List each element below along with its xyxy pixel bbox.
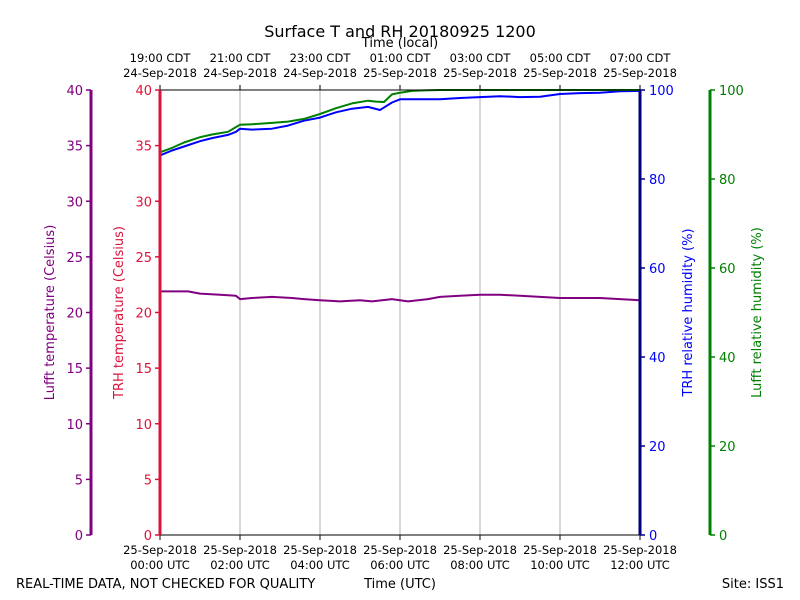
x-tick-label-bottom-time: 04:00 UTC: [290, 558, 350, 572]
y-tick-label-lufft_temp: 15: [66, 362, 83, 377]
x-tick-label-bottom-time: 08:00 UTC: [450, 558, 510, 572]
y-tick-label-trh_rh: 40: [649, 351, 666, 366]
y-tick-label-lufft_rh: 40: [719, 351, 736, 366]
x-tick-label-top-date: 24-Sep-2018: [123, 66, 197, 80]
footer-site-label: Site: ISS1: [722, 577, 784, 592]
y-axis-title-trh_rh: TRH relative humidity (%): [681, 228, 696, 397]
y-tick-label-lufft_rh: 100: [719, 84, 744, 99]
top-axis-label: Time (local): [361, 36, 438, 51]
x-tick-label-top-date: 25-Sep-2018: [443, 66, 517, 80]
y-tick-label-lufft_rh: 60: [719, 262, 736, 277]
x-tick-label-bottom-date: 25-Sep-2018: [443, 543, 517, 557]
y-tick-label-lufft_temp: 10: [66, 418, 83, 433]
y-tick-label-lufft_temp: 35: [66, 140, 83, 155]
x-tick-label-bottom-time: 12:00 UTC: [610, 558, 670, 572]
y-tick-label-trh_temp: 5: [144, 473, 152, 488]
y-tick-label-trh_rh: 60: [649, 262, 666, 277]
x-tick-label-bottom-date: 25-Sep-2018: [363, 543, 437, 557]
series-line-trh-relative-humidity: [159, 89, 641, 157]
y-tick-label-lufft_rh: 20: [719, 440, 736, 455]
x-tick-label-top-date: 24-Sep-2018: [283, 66, 357, 80]
y-tick-label-lufft_temp: 25: [66, 251, 83, 266]
y-tick-label-trh_temp: 35: [135, 140, 152, 155]
x-tick-label-bottom-time: 02:00 UTC: [210, 558, 270, 572]
y-tick-label-lufft_temp: 40: [66, 84, 83, 99]
x-tick-label-top-time: 03:00 CDT: [450, 51, 512, 65]
x-tick-label-top-time: 05:00 CDT: [530, 51, 592, 65]
footer-time-label: Time (UTC): [363, 577, 436, 592]
y-tick-label-trh_rh: 80: [649, 173, 666, 188]
x-tick-label-bottom-time: 00:00 UTC: [130, 558, 190, 572]
x-tick-label-top-date: 25-Sep-2018: [363, 66, 437, 80]
y-tick-label-trh_temp: 0: [144, 529, 152, 544]
x-tick-label-top-time: 21:00 CDT: [210, 51, 272, 65]
x-tick-label-bottom-date: 25-Sep-2018: [523, 543, 597, 557]
x-tick-label-top-time: 07:00 CDT: [610, 51, 672, 65]
x-tick-label-top-date: 25-Sep-2018: [523, 66, 597, 80]
y-tick-label-trh_rh: 20: [649, 440, 666, 455]
y-tick-label-trh_temp: 25: [135, 251, 152, 266]
x-tick-label-top-time: 23:00 CDT: [290, 51, 352, 65]
x-tick-label-bottom-time: 10:00 UTC: [530, 558, 590, 572]
y-axis-title-trh_temp: TRH temperature (Celsius): [112, 226, 127, 400]
x-tick-label-bottom-date: 25-Sep-2018: [203, 543, 277, 557]
y-tick-label-lufft_temp: 0: [75, 529, 83, 544]
x-tick-label-bottom-time: 06:00 UTC: [370, 558, 430, 572]
y-tick-label-trh_temp: 15: [135, 362, 152, 377]
y-tick-label-lufft_rh: 80: [719, 173, 736, 188]
x-tick-label-top-time: 01:00 CDT: [370, 51, 432, 65]
y-tick-label-trh_temp: 30: [135, 195, 152, 210]
y-tick-label-lufft_rh: 0: [719, 529, 727, 544]
x-tick-label-bottom-date: 25-Sep-2018: [603, 543, 677, 557]
y-tick-label-trh_rh: 0: [649, 529, 657, 544]
y-tick-label-trh_temp: 40: [135, 84, 152, 99]
y-axis-title-lufft_temp: Lufft temperature (Celsius): [43, 225, 58, 401]
footer-quality-note: REAL-TIME DATA, NOT CHECKED FOR QUALITY: [16, 577, 315, 592]
gridlines: [239, 90, 561, 535]
x-tick-label-top-date: 25-Sep-2018: [603, 66, 677, 80]
y-axis-title-lufft_rh: Lufft relative humidity (%): [750, 227, 765, 398]
y-tick-label-trh_temp: 10: [135, 418, 152, 433]
x-tick-label-top-time: 19:00 CDT: [130, 51, 192, 65]
x-tick-label-bottom-date: 25-Sep-2018: [283, 543, 357, 557]
y-tick-label-trh_rh: 100: [649, 84, 674, 99]
y-tick-label-lufft_temp: 5: [75, 473, 83, 488]
y-tick-label-trh_temp: 20: [135, 307, 152, 322]
x-tick-label-bottom-date: 25-Sep-2018: [123, 543, 197, 557]
y-tick-label-lufft_temp: 20: [66, 307, 83, 322]
chart-title: Surface T and RH 20180925 1200: [264, 22, 536, 41]
series-line-lufft-temperature: [160, 290, 641, 303]
y-tick-label-lufft_temp: 30: [66, 195, 83, 210]
x-tick-label-top-date: 24-Sep-2018: [203, 66, 277, 80]
